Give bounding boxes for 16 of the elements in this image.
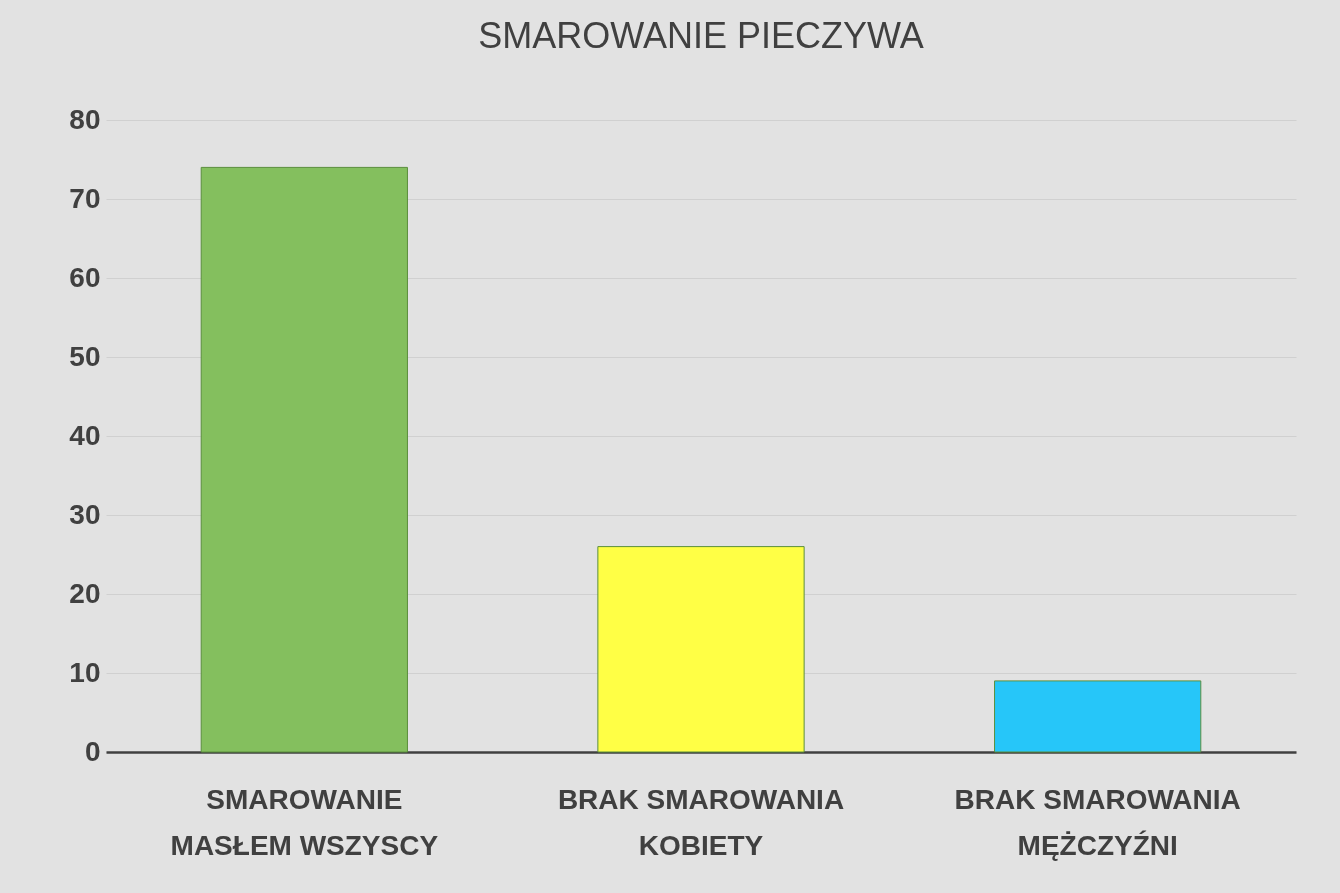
y-tick-label: 10 [69, 656, 101, 688]
y-tick-label: 30 [69, 498, 101, 530]
y-tick-label: 80 [69, 103, 101, 135]
y-tick-label: 40 [69, 419, 101, 451]
y-tick-label: 0 [84, 735, 101, 767]
y-tick-label: 70 [69, 182, 101, 214]
x-tick-label: SMAROWANIE MASŁEM WSZYSCY [170, 783, 439, 861]
y-tick-label: 60 [69, 261, 101, 293]
y-tick-label: 50 [69, 340, 101, 372]
bar [597, 546, 805, 753]
x-tick-label: BRAK SMAROWANIA KOBIETY [557, 783, 845, 861]
y-tick-label: 20 [69, 577, 101, 609]
x-tick-label: BRAK SMAROWANIA MĘŻCZYŹNI [954, 783, 1241, 861]
bar [994, 680, 1202, 753]
bar [200, 166, 408, 753]
chart-title: SMAROWANIE PIECZYWA [478, 15, 924, 56]
